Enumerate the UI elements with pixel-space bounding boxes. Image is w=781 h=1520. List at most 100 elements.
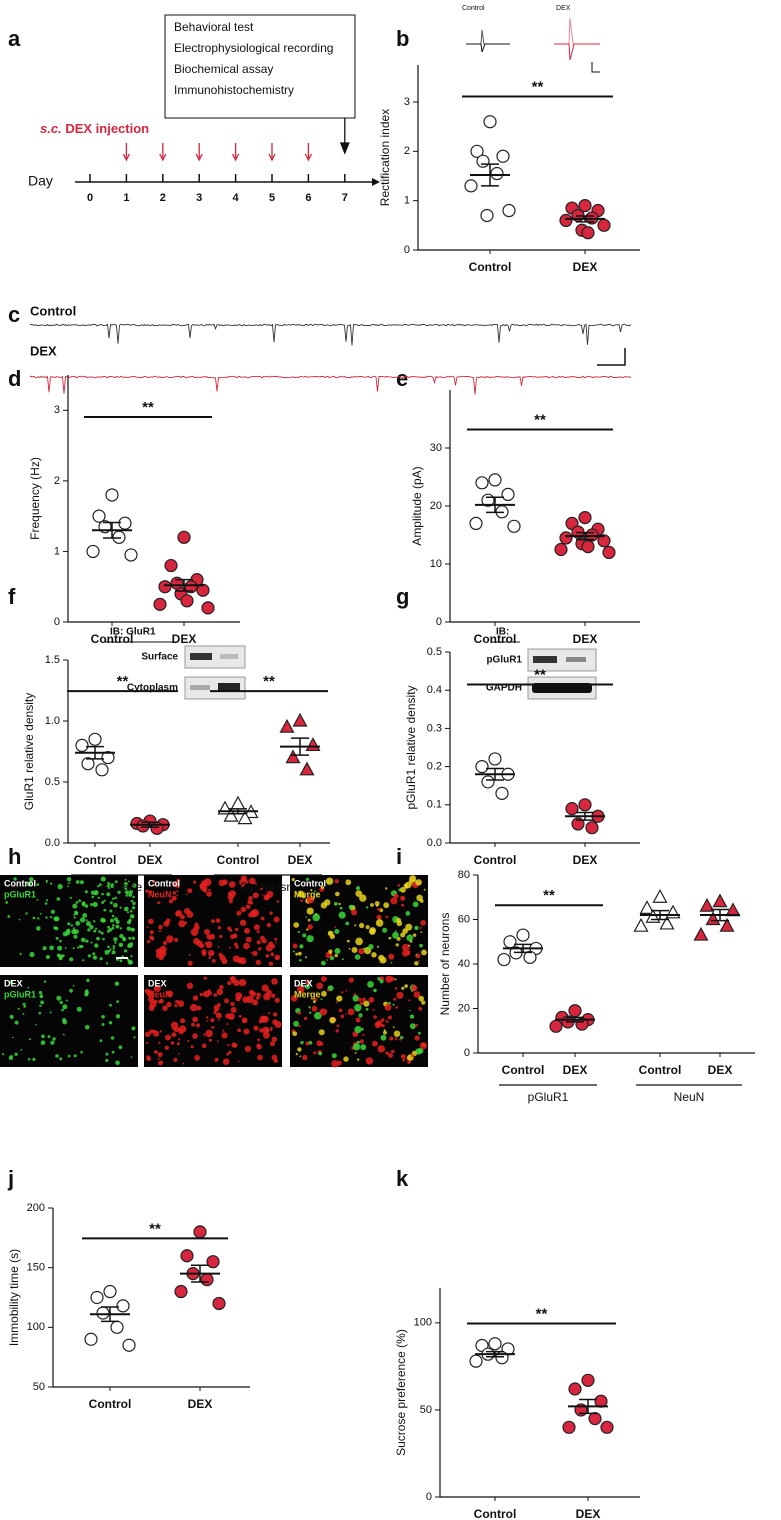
fluorescence-spot	[186, 911, 194, 918]
panel-label: j	[7, 1166, 14, 1191]
fluorescence-spot	[149, 930, 154, 935]
fluorescence-spot	[42, 946, 47, 951]
fluorescence-spot	[100, 876, 106, 882]
fluorescence-spot	[292, 1031, 298, 1037]
trace-label: DEX	[30, 343, 57, 358]
blot-band	[533, 656, 557, 663]
fluorescence-spot	[210, 1018, 215, 1023]
fluorescence-spot	[252, 950, 258, 957]
fluorescence-spot	[421, 949, 427, 956]
fluorescence-spot	[390, 961, 393, 964]
data-point	[523, 950, 537, 964]
data-point	[497, 952, 511, 967]
fluorescence-spot	[91, 895, 95, 899]
fluorescence-spot	[299, 959, 302, 962]
fluorescence-spot	[355, 1017, 361, 1023]
y-tick-label: 0	[54, 616, 60, 628]
fluorescence-spot	[40, 1040, 46, 1045]
fluorescence-spot	[292, 950, 295, 953]
fluorescence-spot	[308, 1006, 311, 1009]
y-tick-label: 40	[458, 958, 470, 970]
fluorescence-spot	[119, 933, 124, 939]
fluorescence-spot	[373, 1015, 377, 1019]
fluorescence-spot	[238, 978, 247, 987]
fluorescence-spot	[254, 882, 257, 885]
fluorescence-spot	[240, 906, 247, 913]
fluorescence-spot	[262, 894, 264, 896]
fluorescence-spot	[372, 1008, 375, 1011]
image-stain: Merge	[294, 989, 321, 999]
fluorescence-spot	[84, 1024, 90, 1030]
fluorescence-spot	[119, 906, 122, 909]
fluorescence-spot	[195, 1023, 201, 1028]
fluorescence-spot	[50, 1040, 55, 1045]
fluorescence-spot	[399, 1038, 402, 1041]
fluorescence-spot	[39, 912, 42, 915]
fluorescence-spot	[114, 941, 117, 944]
y-tick-label: 0.4	[427, 684, 442, 696]
fluorescence-spot	[403, 883, 409, 889]
procedure-box	[164, 14, 356, 119]
fluorescence-spot	[405, 923, 413, 931]
fluorescence-spot	[334, 953, 338, 958]
fluorescence-spot	[385, 975, 393, 983]
fluorescence-spot	[357, 997, 362, 1002]
y-tick-label: 20	[458, 1002, 470, 1014]
fluorescence-spot	[244, 927, 251, 934]
fluorescence-spot	[355, 890, 363, 897]
fluorescence-spot	[133, 1036, 136, 1039]
fluorescence-spot	[9, 980, 14, 985]
fluorescence-spot	[418, 995, 425, 1002]
fluorescence-spot	[376, 1020, 383, 1027]
fluorescence-spot	[56, 897, 61, 901]
fluorescence-spot	[208, 888, 211, 892]
data-point	[480, 208, 494, 223]
fluorescence-spot	[256, 992, 262, 998]
injection-label-italic: s.c.	[40, 121, 62, 136]
fluorescence-spot	[176, 894, 179, 897]
fluorescence-spot	[174, 937, 178, 942]
fluorescence-spot	[414, 925, 419, 931]
image-condition: Control	[294, 878, 326, 888]
fluorescence-spot	[162, 1005, 168, 1011]
group-label: Cytoplasm	[240, 880, 297, 894]
fluorescence-spot	[368, 997, 375, 1003]
data-point	[659, 915, 675, 930]
fluorescence-spot	[362, 1033, 365, 1036]
blot-row-label: GAPDH	[486, 683, 522, 694]
data-point	[602, 545, 616, 560]
fluorescence-spot	[393, 920, 396, 923]
fluorescence-spot	[237, 1028, 242, 1033]
fluorescence-spot	[334, 929, 340, 934]
y-axis-label: Frequency (Hz)	[28, 457, 42, 540]
fluorescence-spot	[307, 924, 313, 930]
fluorescence-spot	[115, 1014, 121, 1019]
fluorescence-spot	[358, 1013, 363, 1018]
blot-band	[220, 654, 238, 659]
image-condition: DEX	[294, 978, 313, 988]
fluorescence-spot	[188, 953, 191, 956]
x-tick-label: Control	[474, 632, 517, 646]
fluorescence-spot	[99, 1039, 103, 1043]
fluorescence-spot	[339, 906, 343, 910]
fluorescence-spot	[400, 1035, 404, 1040]
x-tick-label: DEX	[573, 260, 598, 274]
fluorescence-spot	[111, 950, 116, 955]
procedure-text: Biochemical assay	[174, 62, 273, 76]
fluorescence-spot	[89, 924, 94, 930]
fluorescence-spot	[248, 989, 255, 996]
group-label: Surface	[101, 880, 143, 894]
fluorescence-spot	[379, 908, 384, 912]
fluorescence-spot	[351, 909, 358, 916]
panel-label: b	[396, 26, 409, 51]
fluorescence-spot	[166, 990, 174, 998]
data-point	[597, 218, 611, 232]
fluorescence-spot	[73, 914, 75, 916]
fluorescence-spot	[127, 920, 131, 925]
blot-row-label: Surface	[141, 652, 178, 663]
fluorescence-spot	[92, 955, 98, 960]
injection-arrow	[122, 143, 130, 162]
fluorescence-spot	[401, 986, 405, 990]
fluorescence-spot	[376, 914, 382, 920]
fluorescence-spot	[50, 882, 53, 885]
